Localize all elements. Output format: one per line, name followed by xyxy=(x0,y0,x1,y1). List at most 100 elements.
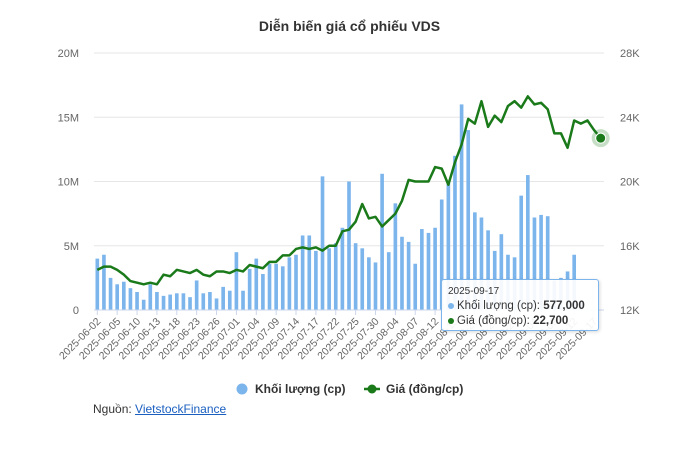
y-right-tick-label: 12K xyxy=(620,305,640,317)
price-series-line[interactable] xyxy=(96,95,602,286)
volume-bar[interactable] xyxy=(545,216,550,310)
source-label: Nguồn: xyxy=(93,402,136,416)
volume-bar[interactable] xyxy=(102,254,106,310)
volume-bar[interactable] xyxy=(254,258,259,310)
volume-bar[interactable] xyxy=(267,263,272,310)
volume-bar[interactable] xyxy=(108,277,113,310)
volume-bar[interactable] xyxy=(155,292,159,310)
volume-bar[interactable] xyxy=(141,299,146,310)
volume-bar[interactable] xyxy=(327,248,331,310)
volume-bar[interactable] xyxy=(373,262,378,310)
volume-bar[interactable] xyxy=(519,195,524,310)
y-right-tick-label: 20K xyxy=(620,177,640,189)
volume-bar[interactable] xyxy=(214,298,219,310)
source-note: Nguồn: VietstockFinance xyxy=(93,402,226,416)
tooltip-price-label: Giá (đồng/cp): xyxy=(457,315,534,327)
volume-bar[interactable] xyxy=(539,214,543,310)
volume-bar[interactable] xyxy=(274,263,278,310)
legend-volume-label: Khối lượng (cp) xyxy=(255,382,346,396)
volume-bar[interactable] xyxy=(320,176,325,310)
volume-bars[interactable] xyxy=(95,104,583,311)
legend-item-price[interactable]: Giá (đồng/cp) xyxy=(364,382,463,396)
volume-bar[interactable] xyxy=(420,229,424,310)
y-axis-left: 0 5M 10M 15M 20M xyxy=(58,48,79,317)
volume-bar[interactable] xyxy=(439,199,444,310)
tooltip-volume-row: Khối lượng (cp): 577,000 xyxy=(448,299,592,314)
volume-bar[interactable] xyxy=(95,258,100,310)
volume-bar[interactable] xyxy=(181,293,186,310)
volume-bar[interactable] xyxy=(453,155,457,310)
volume-bar[interactable] xyxy=(300,235,305,310)
tooltip-price-row: Giá (đồng/cp): 22,700 xyxy=(448,314,592,329)
tooltip-price-dot xyxy=(448,317,454,324)
y-left-tick-label: 0 xyxy=(73,305,79,317)
volume-bar[interactable] xyxy=(486,230,490,310)
volume-bar[interactable] xyxy=(161,295,166,310)
y-left-tick-label: 20M xyxy=(58,48,79,60)
tooltip: 2025-09-17 Khối lượng (cp): 577,000 Giá … xyxy=(441,279,599,331)
tooltip-volume-label: Khối lượng (cp): xyxy=(457,300,544,312)
source-link[interactable]: VietstockFinance xyxy=(135,402,227,416)
tooltip-volume-dot xyxy=(448,302,454,309)
volume-bar[interactable] xyxy=(526,175,530,310)
legend-item-volume[interactable]: Khối lượng (cp) xyxy=(236,382,346,396)
volume-bar[interactable] xyxy=(261,274,265,310)
volume-bar[interactable] xyxy=(413,263,418,310)
volume-bar[interactable] xyxy=(466,130,471,310)
price-line[interactable] xyxy=(96,95,610,286)
volume-bar[interactable] xyxy=(333,243,338,310)
volume-bar[interactable] xyxy=(433,227,437,310)
volume-bar[interactable] xyxy=(347,181,351,311)
volume-bar[interactable] xyxy=(201,293,206,310)
y-left-tick-label: 5M xyxy=(64,241,79,253)
volume-bar[interactable] xyxy=(314,250,318,310)
volume-bar[interactable] xyxy=(353,243,358,310)
price-hover-point[interactable] xyxy=(595,132,607,144)
volume-bar[interactable] xyxy=(532,217,537,310)
volume-bar[interactable] xyxy=(307,235,312,310)
volume-bar[interactable] xyxy=(115,284,120,310)
volume-bar[interactable] xyxy=(280,266,285,310)
legend-volume-marker xyxy=(236,383,248,395)
volume-bar[interactable] xyxy=(386,252,391,310)
volume-bar[interactable] xyxy=(499,234,504,310)
volume-bar[interactable] xyxy=(380,173,384,310)
volume-bar[interactable] xyxy=(227,290,232,310)
y-left-tick-label: 15M xyxy=(58,112,79,124)
volume-bar[interactable] xyxy=(459,104,464,311)
volume-bar[interactable] xyxy=(168,294,172,310)
volume-bar[interactable] xyxy=(426,232,431,310)
volume-bar[interactable] xyxy=(174,293,179,310)
legend-price-label: Giá (đồng/cp) xyxy=(386,382,463,396)
volume-bar[interactable] xyxy=(208,292,212,310)
volume-bar[interactable] xyxy=(148,284,153,310)
volume-bar[interactable] xyxy=(393,203,398,310)
volume-bar[interactable] xyxy=(479,217,484,310)
volume-bar[interactable] xyxy=(241,290,245,310)
volume-bar[interactable] xyxy=(406,241,411,310)
volume-bar[interactable] xyxy=(287,257,292,310)
y-right-tick-label: 24K xyxy=(620,112,640,124)
volume-bar[interactable] xyxy=(234,252,239,310)
y-right-tick-label: 28K xyxy=(620,48,640,60)
volume-bar[interactable] xyxy=(446,182,451,310)
tooltip-price-value: 22,700 xyxy=(533,315,569,327)
volume-bar[interactable] xyxy=(121,281,126,310)
volume-bar[interactable] xyxy=(247,268,252,310)
chart-title: Diễn biến giá cổ phiếu VDS xyxy=(259,18,440,34)
volume-bar[interactable] xyxy=(400,236,404,310)
volume-bar[interactable] xyxy=(194,280,199,310)
volume-bar[interactable] xyxy=(221,286,225,310)
volume-bar[interactable] xyxy=(294,254,298,310)
legend[interactable]: Khối lượng (cp) Giá (đồng/cp) xyxy=(236,382,464,396)
y-left-tick-label: 10M xyxy=(58,177,79,189)
volume-bar[interactable] xyxy=(367,257,371,310)
volume-bar[interactable] xyxy=(340,227,345,310)
volume-bar[interactable] xyxy=(128,288,133,310)
volume-bar[interactable] xyxy=(135,292,139,310)
volume-bar[interactable] xyxy=(188,297,192,310)
tooltip-volume-value: 577,000 xyxy=(543,300,585,312)
volume-bar[interactable] xyxy=(360,248,365,310)
volume-bar[interactable] xyxy=(473,212,477,310)
